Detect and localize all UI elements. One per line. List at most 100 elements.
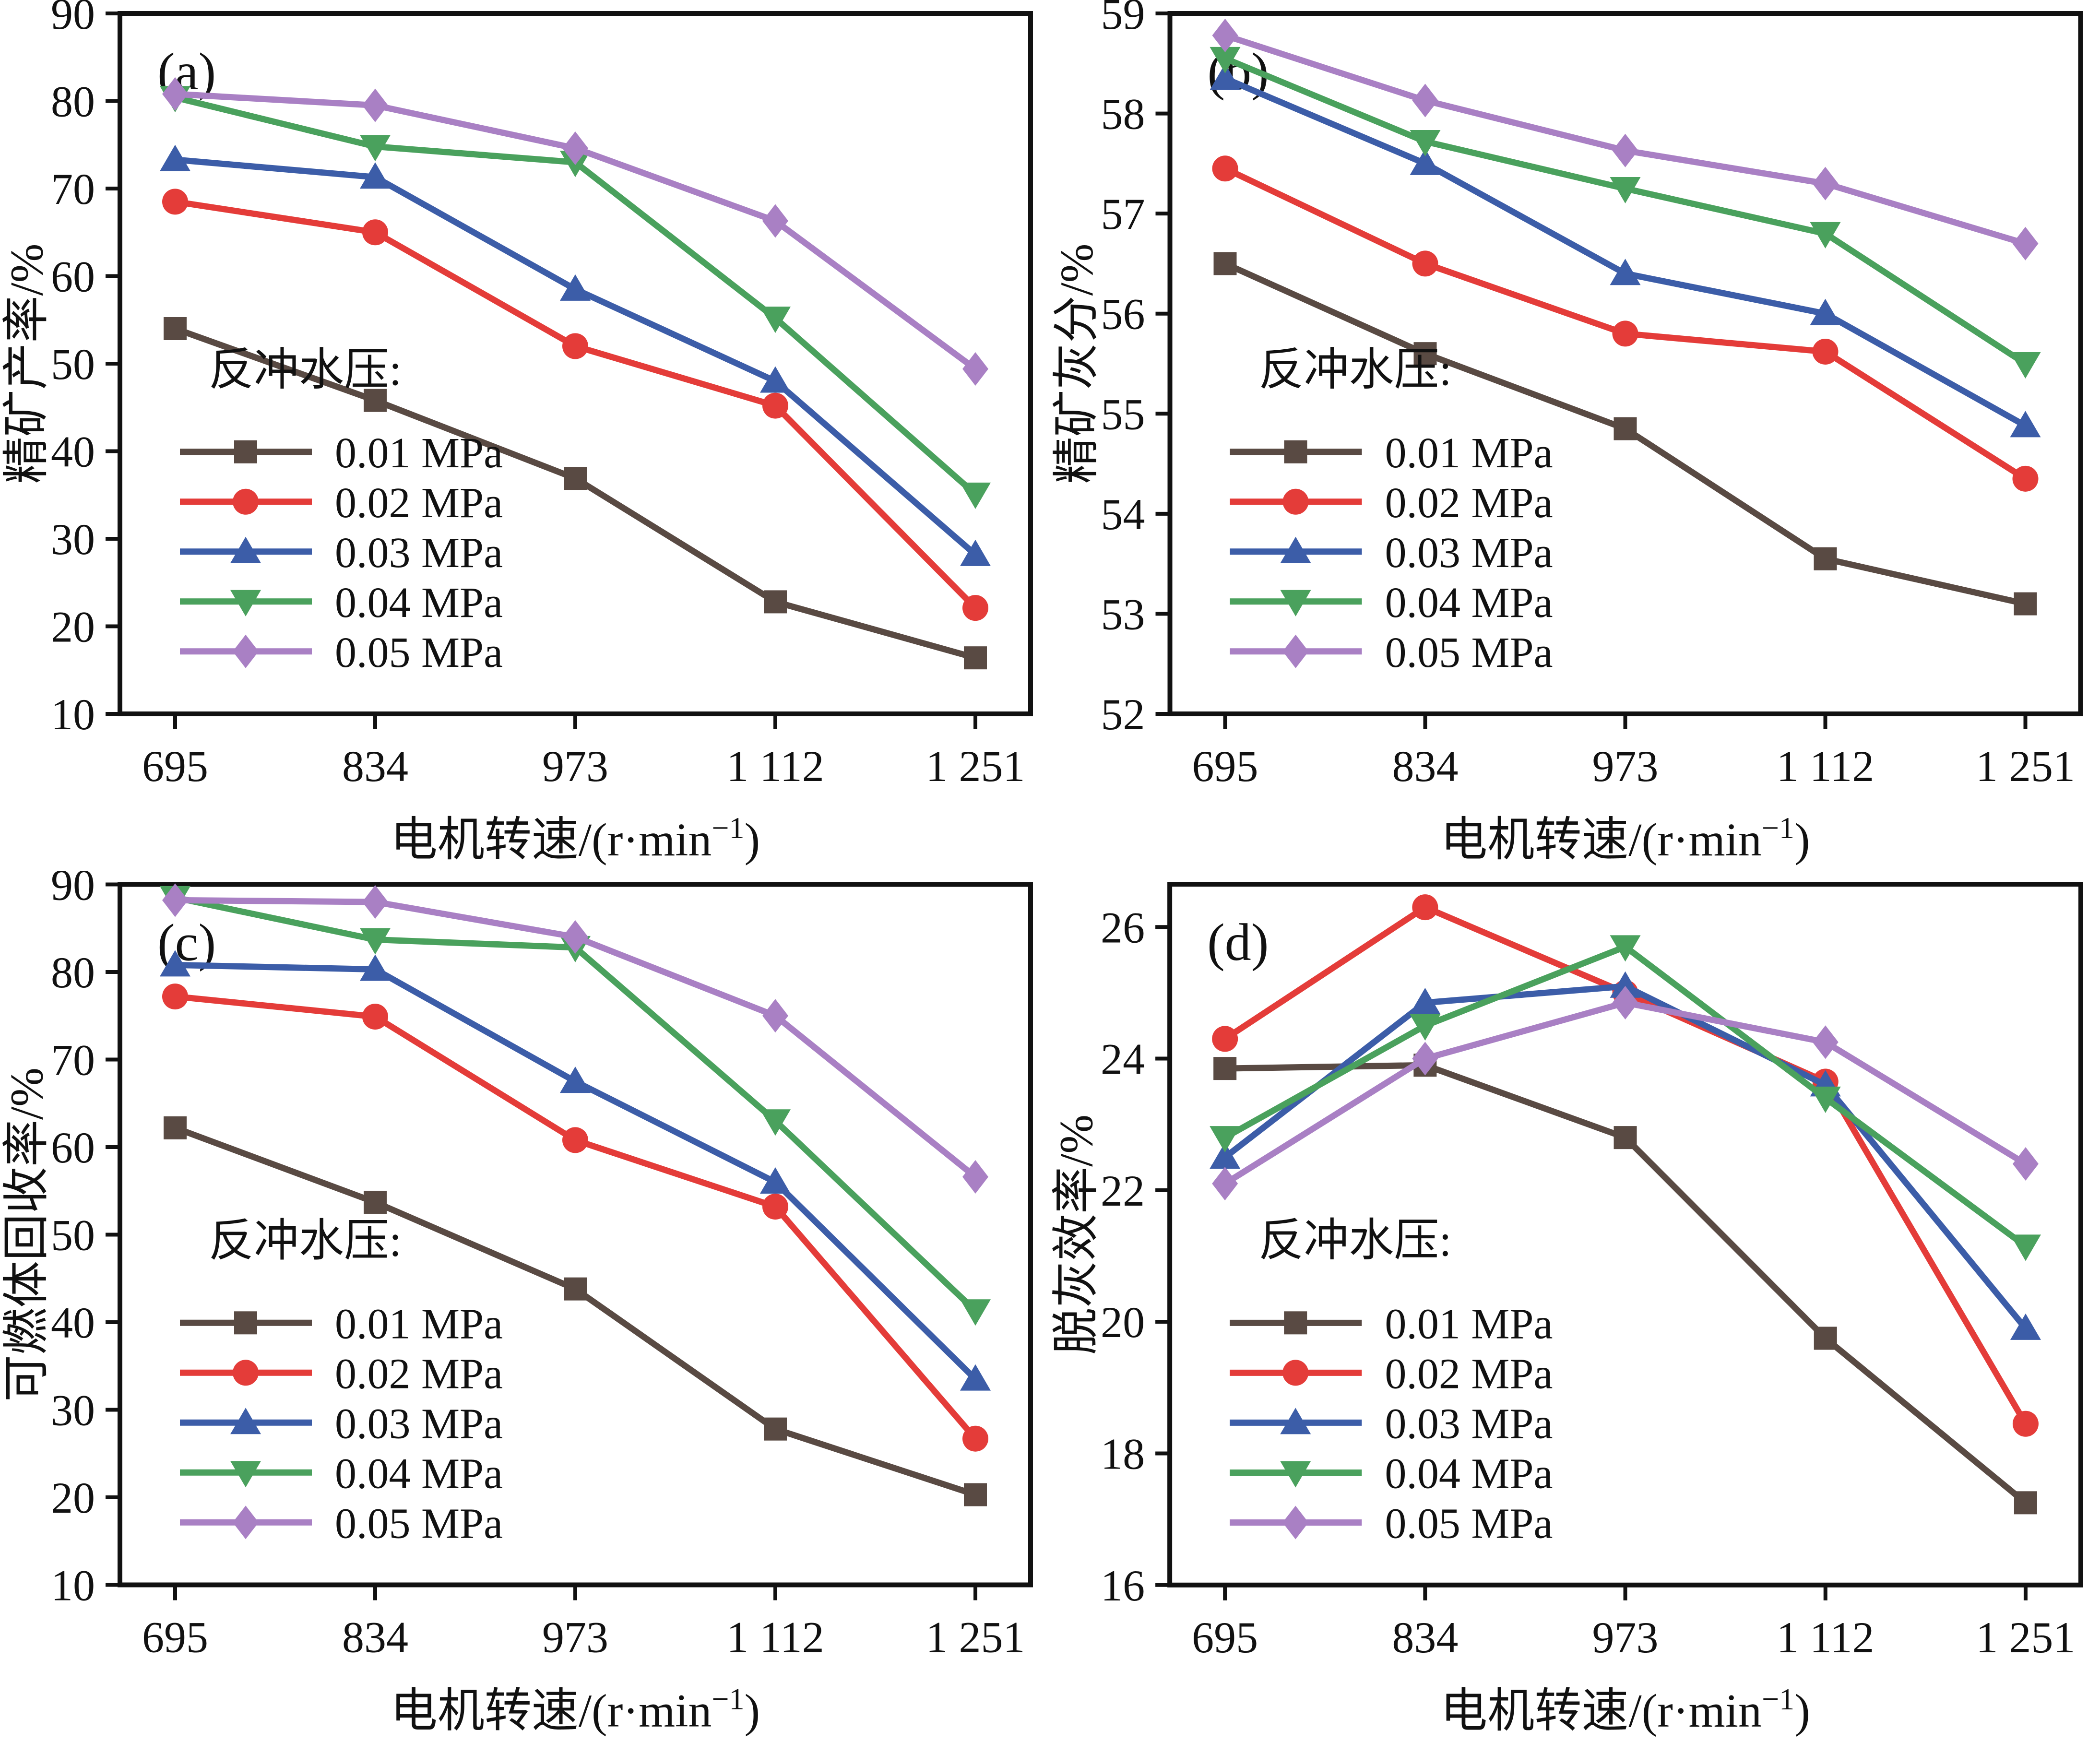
legend-item-label: 0.01 MPa	[335, 1300, 503, 1348]
triangle-down-marker	[1280, 1461, 1311, 1488]
diamond-marker	[1282, 634, 1309, 668]
circle-marker	[1212, 1026, 1238, 1052]
y-tick-label: 18	[1101, 1429, 1145, 1478]
y-tick-label: 22	[1101, 1166, 1145, 1215]
triangle-down-marker	[760, 307, 791, 333]
y-tick-label: 70	[51, 1036, 95, 1085]
y-tick-label: 20	[51, 603, 95, 652]
triangle-up-marker	[160, 950, 190, 977]
diamond-marker	[162, 77, 188, 111]
circle-marker	[2012, 465, 2039, 492]
x-tick-label: 834	[1392, 742, 1459, 791]
triangle-up-marker	[1610, 259, 1641, 285]
axes: 10 20 30 40 50 60 70 80 90 695 834 973 1 112 1 251 电机转…	[1, 0, 1033, 866]
series-0-04-mpa	[1210, 935, 2041, 1261]
y-tick-label: 10	[51, 1561, 95, 1610]
series-0-03-mpa	[160, 144, 991, 566]
legend-item: 0.04 MPa	[1230, 579, 1553, 627]
series-0-03-mpa	[1210, 971, 2041, 1340]
triangle-up-marker	[230, 536, 261, 563]
x-tick-label: 973	[542, 742, 608, 791]
triangle-up-marker	[1280, 536, 1311, 563]
circle-marker	[962, 595, 988, 621]
square-marker	[564, 1277, 587, 1301]
legend-item-label: 0.02 MPa	[1385, 1350, 1553, 1398]
triangle-down-marker	[1810, 222, 1841, 249]
y-tick-label: 70	[51, 165, 95, 213]
triangle-down-marker	[1410, 1014, 1441, 1041]
series-0-03-mpa	[1210, 63, 2041, 438]
y-tick-label: 40	[51, 427, 95, 476]
x-tick-label: 695	[1192, 1613, 1258, 1662]
triangle-down-marker	[1410, 130, 1441, 156]
legend-item-label: 0.05 MPa	[1385, 1500, 1553, 1548]
diamond-marker	[233, 1505, 259, 1540]
legend-item: 0.01 MPa	[1230, 1300, 1553, 1348]
circle-marker	[1212, 155, 1238, 182]
square-marker	[764, 590, 787, 614]
legend-item-label: 0.02 MPa	[335, 1350, 503, 1398]
diamond-marker	[562, 131, 588, 166]
panel-label: (d)	[1207, 913, 1269, 972]
x-tick-label: 973	[1592, 1613, 1659, 1662]
triangle-down-marker	[1810, 1086, 1841, 1113]
chart-c-combustible-recovery: 10 20 30 40 50 60 70 80 90 695 834 973 1 112 1 251 电机转…	[1, 871, 1033, 1737]
legend-item-label: 0.02 MPa	[1385, 479, 1553, 527]
legend-item-label: 0.01 MPa	[1385, 1300, 1553, 1348]
diamond-marker	[1412, 83, 1438, 118]
x-tick-label: 834	[1392, 1613, 1458, 1662]
triangle-up-marker	[560, 1067, 591, 1093]
triangle-down-marker	[1280, 590, 1311, 616]
legend-item-label: 0.01 MPa	[1385, 429, 1553, 477]
legend-item: 0.01 MPa	[180, 429, 503, 477]
series-0-01-mpa	[164, 1116, 987, 1506]
circle-marker	[1282, 1360, 1309, 1386]
chart-d-deashing-efficiency: 16 18 20 22 24 26 695 834 973 1 112 1 251 电机转速/(r·m…	[1051, 882, 2083, 1737]
x-tick-label: 1 112	[1777, 1613, 1875, 1662]
square-marker	[234, 440, 257, 463]
legend-item: 0.05 MPa	[1230, 1500, 1553, 1548]
legend-item: 0.01 MPa	[180, 1300, 503, 1348]
triangle-down-marker	[760, 1109, 791, 1136]
panel-d: 16 18 20 22 24 26 695 834 973 1 112 1 251 电机转速/(r·m…	[1050, 871, 2100, 1742]
series-0-01-mpa	[164, 317, 987, 670]
circle-marker	[762, 1194, 788, 1220]
legend-item: 0.04 MPa	[1230, 1450, 1553, 1497]
triangle-up-marker	[160, 144, 190, 171]
triangle-down-marker	[2010, 352, 2041, 379]
circle-marker	[233, 1360, 259, 1386]
y-tick-label: 40	[51, 1298, 95, 1347]
legend-item: 0.04 MPa	[180, 1450, 503, 1497]
y-tick-label: 60	[51, 1123, 95, 1172]
x-tick-label: 973	[1592, 742, 1659, 791]
diamond-marker	[1612, 133, 1638, 167]
circle-marker	[233, 488, 259, 515]
triangle-up-marker	[1210, 1142, 1241, 1169]
square-marker	[964, 646, 987, 670]
x-tick-label: 1 251	[1976, 1613, 2075, 1662]
circle-marker	[562, 333, 588, 359]
diamond-marker	[1212, 18, 1238, 52]
x-tick-label: 1 112	[726, 1613, 824, 1662]
diamond-marker	[1812, 1025, 1839, 1059]
circle-marker	[162, 189, 188, 215]
triangle-up-marker	[1610, 971, 1641, 998]
y-tick-label: 53	[1101, 590, 1145, 639]
circle-marker	[362, 219, 388, 246]
y-tick-label: 55	[1101, 390, 1145, 438]
circle-marker	[2012, 1410, 2039, 1437]
triangle-up-marker	[2010, 1313, 2041, 1340]
y-axis-label: 可燃体回收率/%	[1, 1067, 53, 1402]
legend-item: 0.01 MPa	[1230, 429, 1553, 477]
x-tick-label: 973	[542, 1613, 608, 1662]
diamond-marker	[1212, 1167, 1238, 1201]
legend-item: 0.05 MPa	[180, 629, 503, 676]
y-tick-label: 57	[1101, 190, 1145, 238]
legend-item-label: 0.02 MPa	[335, 479, 503, 527]
y-tick-label: 30	[51, 1386, 95, 1435]
triangle-up-marker	[760, 366, 791, 393]
square-marker	[1284, 1311, 1307, 1335]
triangle-up-marker	[1810, 298, 1841, 325]
legend-title: 反冲水压:	[1259, 345, 1452, 395]
